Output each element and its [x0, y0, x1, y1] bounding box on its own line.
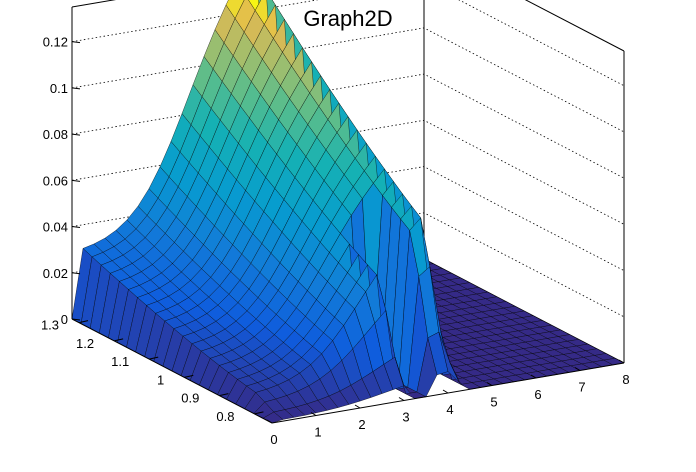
z-grid-line	[71, 27, 625, 133]
x-tick-mark	[574, 367, 581, 371]
surface	[71, 0, 625, 424]
x-tick-mark	[398, 397, 405, 401]
x-tick-mark	[354, 404, 361, 409]
chart-title: Graph2D	[303, 6, 392, 31]
y-tick-mark	[149, 356, 159, 360]
y-tick-label: 1.2	[76, 336, 94, 351]
x-tick-label: 3	[402, 410, 409, 425]
y-tick-label: 0.8	[216, 409, 234, 424]
z-tick-label: 0	[61, 312, 68, 327]
x-tick-label: 2	[358, 417, 365, 432]
y-tick-mark	[113, 338, 124, 342]
z-grid-line	[71, 119, 625, 225]
y-tick-mark	[184, 374, 194, 378]
z-tick-mark	[71, 226, 81, 229]
y-tick-mark	[219, 393, 229, 397]
z-tick-mark	[71, 133, 81, 136]
z-tick-label: 0.08	[43, 127, 68, 142]
grid-lines	[71, 0, 625, 318]
z-tick-mark	[71, 87, 81, 90]
y-tick-label: 1	[157, 372, 164, 387]
z-tick-label: 0.12	[43, 35, 68, 50]
frame-edge	[524, 0, 625, 52]
x-tick-label: 6	[534, 387, 541, 402]
z-tick-mark	[71, 41, 81, 44]
z-tick-mark	[71, 318, 81, 321]
x-tick-label: 7	[578, 380, 585, 395]
z-grid-line	[71, 166, 625, 271]
z-tick-label: 0.04	[43, 220, 68, 235]
z-grid-line	[71, 73, 625, 179]
y-tick-mark	[254, 411, 264, 415]
x-tick-label: 1	[314, 425, 321, 440]
x-tick-label: 5	[490, 395, 497, 410]
x-tick-mark	[486, 382, 493, 386]
y-tick-label: 0.9	[181, 391, 199, 406]
axis-ticks: 0 0.02 0.04 0.06 0.08 0.1 0.12 0 1 2 3 4 5 6 7 8 0.8 0.9 1…	[41, 35, 630, 447]
x-tick-label: 8	[622, 372, 629, 387]
x-tick-mark	[530, 374, 537, 379]
z-tick-label: 0.02	[43, 266, 68, 281]
z-grid-line	[71, 212, 625, 318]
x-tick-mark	[442, 389, 449, 394]
z-tick-label: 0.1	[50, 81, 68, 96]
x-tick-mark	[310, 412, 317, 416]
x-tick-mark	[618, 359, 625, 364]
frame-edge	[71, 318, 273, 424]
surface-cell	[248, 0, 262, 11]
y-tick-mark	[78, 320, 89, 324]
z-tick-label: 0.06	[43, 173, 68, 188]
x-tick-label: 0	[270, 432, 277, 447]
z-tick-mark	[71, 179, 81, 182]
x-tick-label: 4	[446, 402, 453, 417]
y-tick-label: 1.1	[111, 354, 129, 369]
z-tick-mark	[71, 272, 81, 275]
x-tick-mark	[266, 419, 273, 424]
y-tick-label: 1.3	[41, 318, 59, 333]
